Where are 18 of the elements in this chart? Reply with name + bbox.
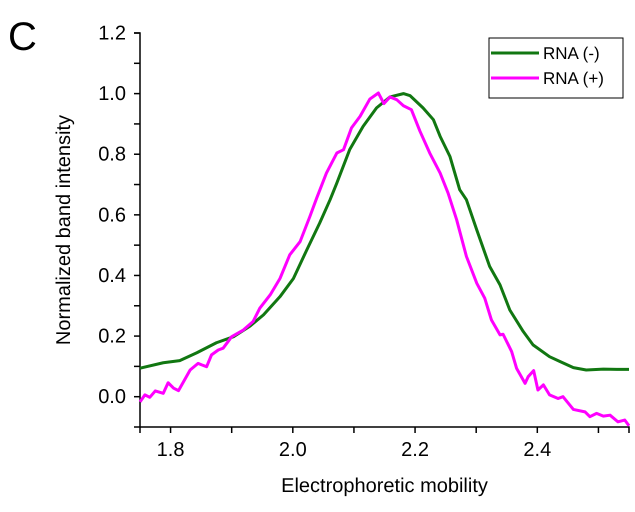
y-tick-label: 0.8	[98, 144, 126, 166]
y-tick-label: 0.2	[98, 325, 126, 348]
x-axis-title: Electrophoretic mobility	[281, 475, 488, 497]
x-tick-label: 1.8	[156, 439, 184, 462]
legend-label: RNA (+)	[543, 69, 604, 88]
y-tick-label: 1.0	[98, 83, 126, 106]
y-tick-label: 1.2	[98, 22, 126, 44]
y-tick-label: 0.6	[98, 204, 126, 226]
legend-label: RNA (-)	[543, 44, 600, 63]
y-tick-label: 0.4	[98, 264, 126, 287]
y-axis-title: Normalized band intensity	[53, 114, 75, 346]
x-tick-label: 2.0	[278, 439, 307, 462]
x-tick-label: 2.4	[523, 439, 552, 462]
line-series	[138, 92, 630, 428]
x-tick-label: 2.2	[401, 439, 429, 462]
y-tick-label: 0.0	[98, 386, 126, 408]
line-series	[138, 92, 630, 372]
text: C	[8, 15, 37, 59]
